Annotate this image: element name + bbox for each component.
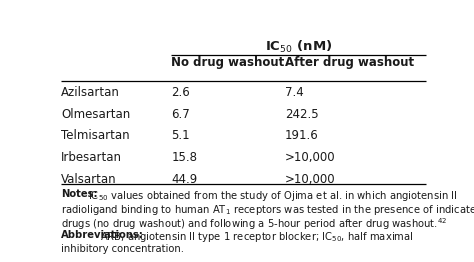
Text: inhibitory concentration.: inhibitory concentration. — [61, 244, 184, 254]
Text: ARB, angiotensin II type 1 receptor blocker; IC$_{50}$, half maximal: ARB, angiotensin II type 1 receptor bloc… — [100, 230, 413, 244]
Text: 7.4: 7.4 — [285, 86, 304, 99]
Text: Telmisartan: Telmisartan — [61, 129, 130, 143]
Text: 15.8: 15.8 — [171, 151, 197, 164]
Text: >10,000: >10,000 — [285, 173, 336, 186]
Text: Azilsartan: Azilsartan — [61, 86, 120, 99]
Text: Abbreviations:: Abbreviations: — [61, 230, 144, 240]
Text: drugs (no drug washout) and following a 5-hour period after drug washout.$^{42}$: drugs (no drug washout) and following a … — [61, 216, 447, 232]
Text: After drug washout: After drug washout — [285, 56, 414, 69]
Text: Notes:: Notes: — [61, 189, 98, 199]
Text: radioligand binding to human AT$_{1}$ receptors was tested in the presence of in: radioligand binding to human AT$_{1}$ re… — [61, 203, 474, 216]
Text: Olmesartan: Olmesartan — [61, 108, 130, 121]
Text: >10,000: >10,000 — [285, 151, 336, 164]
Text: IC$_{50}$ values obtained from the study of Ojima et al. in which angiotensin II: IC$_{50}$ values obtained from the study… — [88, 189, 457, 203]
Text: 6.7: 6.7 — [171, 108, 190, 121]
Text: 242.5: 242.5 — [285, 108, 319, 121]
Text: 191.6: 191.6 — [285, 129, 319, 143]
Text: Valsartan: Valsartan — [61, 173, 117, 186]
Text: IC$_{50}$ (nM): IC$_{50}$ (nM) — [265, 39, 332, 54]
Text: 5.1: 5.1 — [171, 129, 190, 143]
Text: 2.6: 2.6 — [171, 86, 190, 99]
Text: Irbesartan: Irbesartan — [61, 151, 122, 164]
Text: 44.9: 44.9 — [171, 173, 198, 186]
Text: No drug washout: No drug washout — [171, 56, 284, 69]
